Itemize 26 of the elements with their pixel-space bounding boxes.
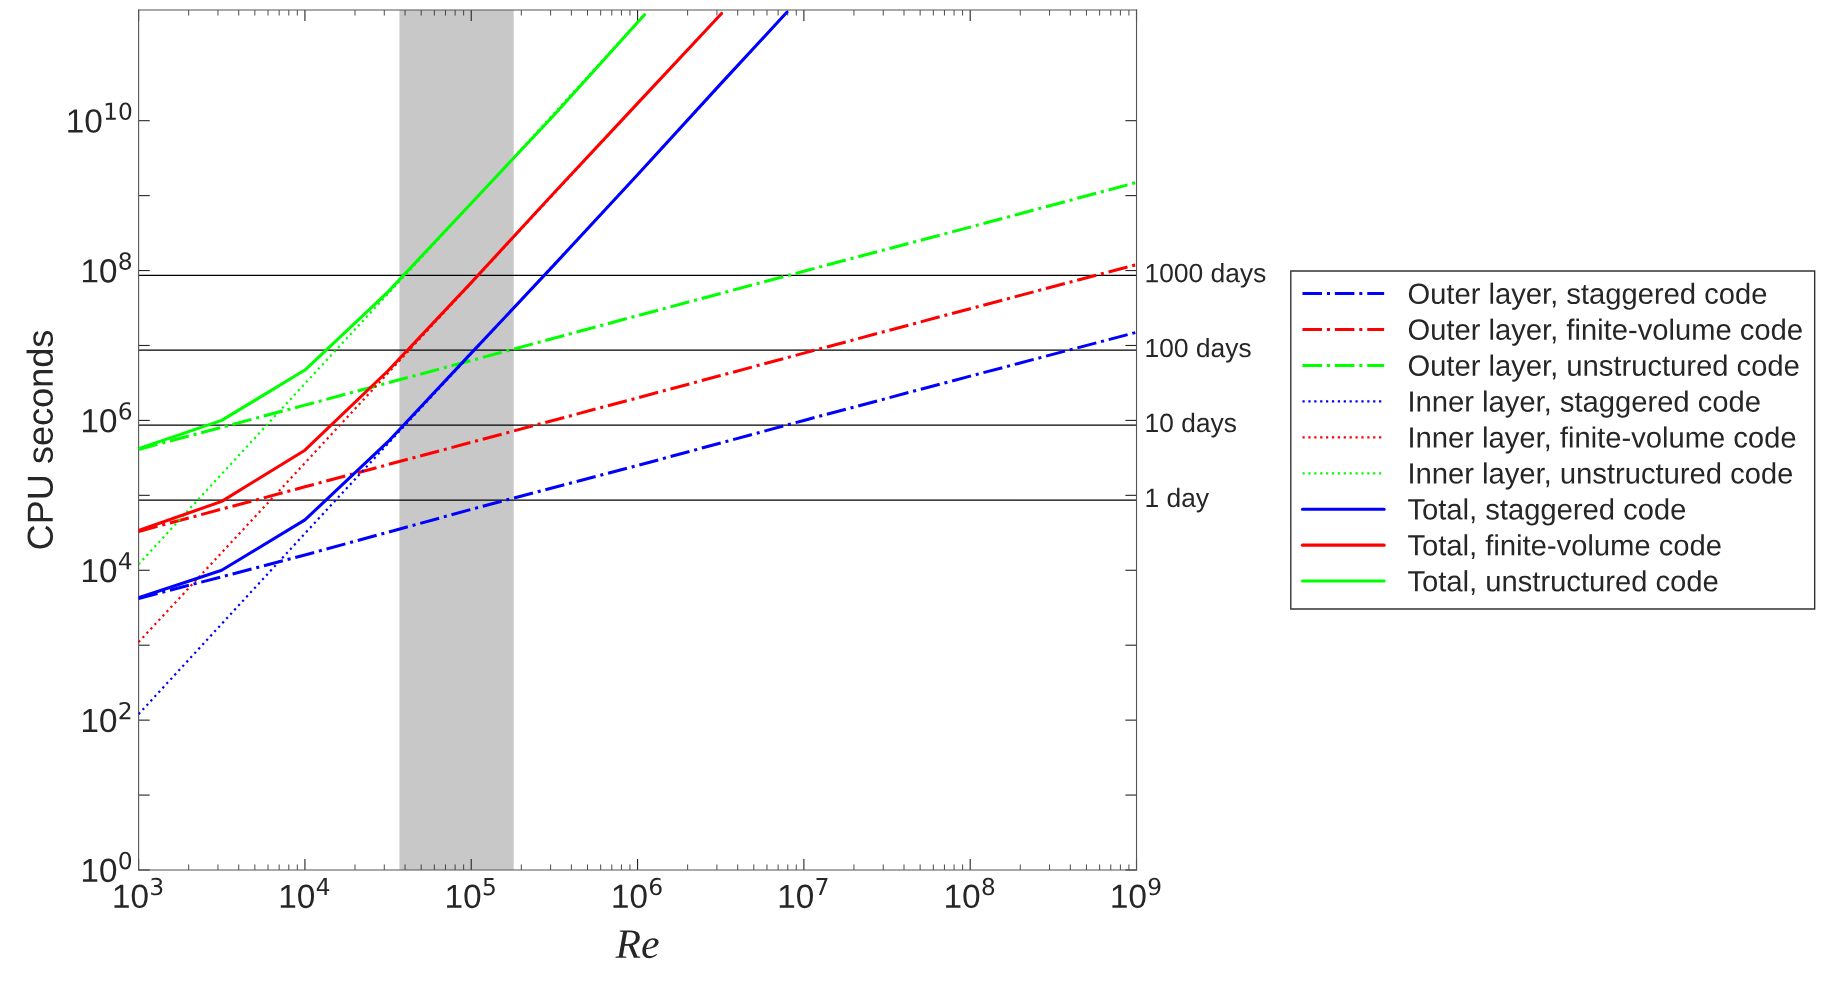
y-tick-label: 10$^{4}$	[82, 552, 132, 583]
legend-label: Inner layer, unstructured code	[1410, 462, 1793, 490]
ref-line-label: 100 days	[1146, 337, 1251, 363]
x-tick-label: 10$^{8}$	[946, 877, 995, 909]
legend-label: Outer layer, unstructured code	[1408, 354, 1799, 382]
legend-label: Inner layer, finite-volume code	[1410, 426, 1796, 454]
x-tick-label: 10$^{4}$	[280, 878, 330, 909]
y-tick-label: 10$^{10}$	[68, 102, 132, 133]
ref-line-label: 1 day	[1146, 487, 1210, 513]
legend-label: Outer layer, finite-volume code	[1408, 318, 1802, 346]
x-tick-label: 10$^{5}$	[447, 878, 495, 909]
y-tick-label: 10$^{2}$	[82, 701, 131, 733]
legend-label: Total, finite-volume code	[1408, 534, 1721, 560]
y-axis-title: CPU seconds	[26, 330, 54, 549]
legend-label: Total, staggered code	[1408, 498, 1686, 526]
legend-label: Outer layer, staggered code	[1408, 282, 1767, 310]
ref-line-label: 1000 days	[1146, 263, 1266, 288]
legend-label: Total, unstructured code	[1408, 570, 1718, 596]
legend-label: Inner layer, staggered code	[1410, 390, 1760, 418]
x-tick-label: 10$^{7}$	[779, 878, 828, 909]
x-tick-label: 10$^{9}$	[1112, 877, 1161, 909]
ref-line-label: 10 days	[1146, 412, 1236, 438]
x-tick-label: 10$^{6}$	[613, 877, 662, 909]
y-tick-label: 10$^{8}$	[82, 252, 132, 283]
y-tick-label: 10$^{6}$	[82, 402, 132, 433]
x-axis-title: Re	[615, 930, 659, 959]
